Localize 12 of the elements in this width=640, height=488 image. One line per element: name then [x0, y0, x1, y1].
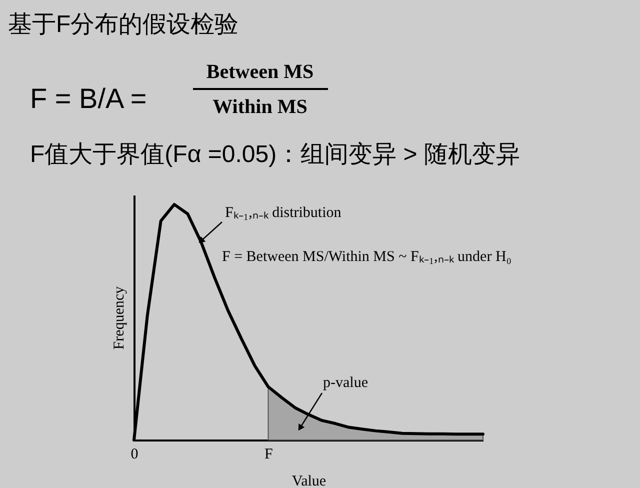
text: F值大于界值(Fα =0.05)：组间变异 > 随机变异 [30, 141, 520, 168]
text: F = B/A = [30, 83, 147, 114]
annotation: Fₖ₋₁,ₙ₋ₖ distribution [225, 205, 342, 221]
text: Between MS [206, 61, 314, 83]
y-axis-title: Frequency [112, 286, 128, 350]
text: Within MS [212, 96, 308, 118]
annotation: p-value [323, 375, 368, 391]
chart-title: 基于F分布的假设检验 [8, 11, 239, 38]
annotation: F = Between MS/Within MS ~ Fₖ₋₁,ₙ₋ₖ under H₀ [222, 249, 512, 265]
x-tick-label: 0 [130, 446, 138, 462]
x-axis-title: Value [292, 474, 326, 488]
x-tick-label: F [264, 446, 273, 462]
